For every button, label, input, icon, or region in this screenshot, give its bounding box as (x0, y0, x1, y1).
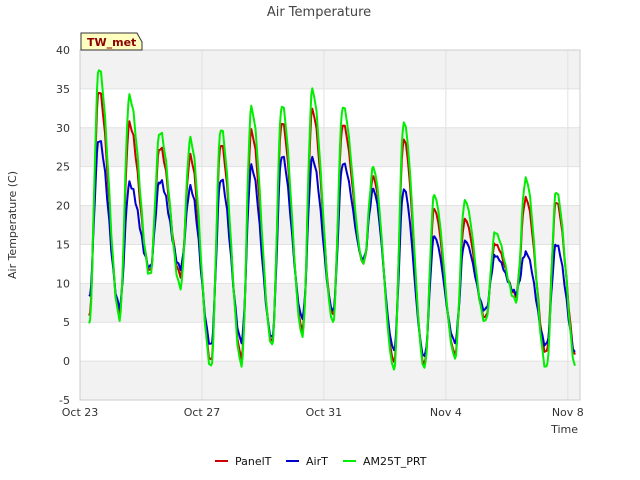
x-tick-label: Nov 4 (430, 406, 462, 419)
x-axis-title: Time (550, 423, 578, 436)
station-badge-box (80, 32, 143, 51)
legend-label-airt: AirT (306, 455, 328, 468)
background-band (80, 127, 580, 167)
plot-area-frame (79, 49, 581, 401)
station-badge-label: TW_met (87, 36, 136, 49)
station-badge: TW_met (80, 32, 143, 51)
legend-label-panelt: PanelT (235, 455, 272, 468)
legend-item-panelt: PanelT (215, 455, 272, 468)
x-axis-ticks: Oct 23 Oct 27 Oct 31 Nov 4 Nov 8 (62, 406, 584, 419)
y-tick-label: 10 (56, 277, 70, 290)
y-tick-label: 5 (63, 316, 70, 329)
y-axis-ticks: -5 0 5 10 15 20 25 30 35 40 (56, 44, 70, 407)
legend: PanelT AirT AM25T_PRT (215, 455, 427, 468)
legend-item-am25t-prt: AM25T_PRT (343, 455, 427, 468)
x-tick-label: Oct 23 (62, 406, 99, 419)
x-tick-label: Nov 8 (552, 406, 584, 419)
y-tick-label: 20 (56, 200, 70, 213)
x-tick-label: Oct 31 (306, 406, 343, 419)
series-line-am25t-prt (88, 69, 576, 371)
y-tick-label: 35 (56, 83, 70, 96)
y-tick-label: 15 (56, 238, 70, 251)
background-band (80, 50, 580, 89)
series-lines (88, 69, 576, 371)
legend-label-am25t-prt: AM25T_PRT (363, 455, 427, 468)
y-tick-label: 25 (56, 161, 70, 174)
y-axis-title: Air Temperature (C) (6, 171, 19, 279)
legend-item-airt: AirT (286, 455, 328, 468)
x-tick-label: Oct 27 (184, 406, 221, 419)
y-tick-label: -5 (59, 394, 70, 407)
y-tick-label: 30 (56, 122, 70, 135)
background-band (80, 205, 580, 245)
y-tick-label: 0 (63, 355, 70, 368)
y-tick-label: 40 (56, 44, 70, 57)
background-band (80, 361, 580, 400)
chart-title: Air Temperature (267, 5, 371, 20)
